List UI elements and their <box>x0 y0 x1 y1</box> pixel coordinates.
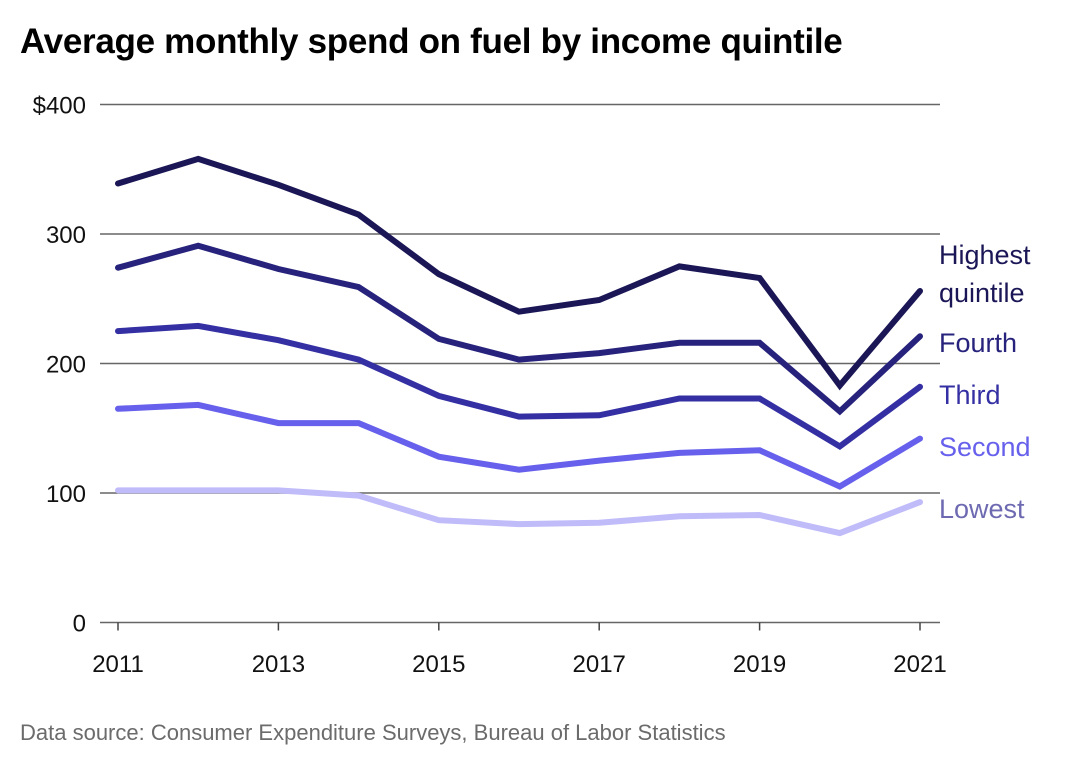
series-line-lowest <box>115 487 923 537</box>
gridlines <box>100 103 940 624</box>
x-tick-label: 2013 <box>252 651 305 678</box>
series-labels: Highest quintile Fourth Third Second Lowest <box>939 240 1031 524</box>
y-tick-label: 0 <box>73 611 86 638</box>
series-label: Fourth <box>939 328 1017 358</box>
series-label: quintile <box>939 278 1025 308</box>
series-label: Highest <box>939 240 1031 270</box>
chart-title: Average monthly spend on fuel by income … <box>20 22 843 61</box>
y-tick-label: 100 <box>46 481 86 508</box>
x-tick-label: 2021 <box>893 651 946 678</box>
x-tick-label: 2017 <box>573 651 626 678</box>
x-tick-label: 2011 <box>92 651 144 678</box>
y-axis: 0 100 200 300 $400 <box>33 93 86 638</box>
series-line-third <box>115 322 923 451</box>
x-tick-label: 2015 <box>412 651 465 678</box>
y-tick-label: $400 <box>33 93 86 120</box>
y-tick-label: 300 <box>46 222 86 249</box>
series-line-second <box>115 401 923 490</box>
series-lines <box>115 155 923 537</box>
x-axis: 2011 2013 2015 2017 2019 2021 <box>92 622 947 678</box>
series-label: Third <box>939 380 1001 410</box>
y-tick-label: 200 <box>46 352 86 379</box>
series-label: Second <box>939 432 1031 462</box>
series-line-fourth <box>115 242 923 416</box>
data-source-note: Data source: Consumer Expenditure Survey… <box>20 720 726 745</box>
x-tick-label: 2019 <box>733 651 786 678</box>
series-label: Lowest <box>939 494 1025 524</box>
series-line-highest-quintile <box>115 155 923 391</box>
